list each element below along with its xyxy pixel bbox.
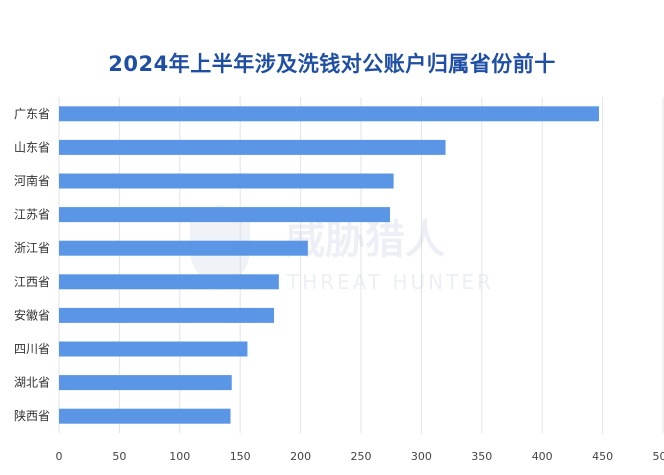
chart-title: 2024年上半年涉及洗钱对公账户归属省份前十 (108, 52, 556, 76)
category-label: 陕西省 (14, 408, 50, 423)
category-label: 广东省 (14, 107, 50, 121)
bar (59, 106, 599, 122)
category-label: 四川省 (14, 342, 50, 356)
bar (59, 408, 231, 424)
x-tick-label: 450 (592, 450, 613, 463)
bars (59, 106, 599, 424)
bar (59, 307, 275, 323)
category-label: 湖北省 (14, 375, 50, 390)
x-tick-label: 200 (290, 450, 311, 463)
bar (59, 375, 232, 391)
bar (59, 207, 390, 223)
category-label: 江西省 (14, 275, 50, 289)
bar (59, 240, 308, 256)
x-tick-label: 400 (532, 450, 553, 463)
bar (59, 139, 446, 155)
bar (59, 274, 279, 290)
x-tick-labels: 0 50 100 150 200 250 300 350 400 450 500 (56, 450, 664, 463)
x-tick-label: 500 (653, 450, 664, 463)
x-tick-label: 0 (56, 450, 63, 463)
category-label: 浙江省 (14, 241, 50, 255)
bar (59, 173, 394, 189)
watermark-main-text: 威胁猎人 (285, 217, 445, 263)
watermark-sub-text: THREAT HUNTER (286, 270, 494, 294)
category-label: 河南省 (14, 173, 50, 188)
bar (59, 341, 248, 357)
category-label: 安徽省 (14, 307, 50, 322)
x-tick-label: 50 (112, 450, 126, 463)
watermark-logo: 威胁猎人 THREAT HUNTER (190, 205, 494, 294)
x-tick-label: 300 (411, 450, 432, 463)
x-tick-label: 250 (351, 450, 372, 463)
category-label: 山东省 (14, 140, 50, 154)
category-label: 江苏省 (14, 208, 50, 222)
x-tick-label: 150 (230, 450, 251, 463)
x-tick-label: 350 (471, 450, 492, 463)
x-tick-label: 100 (169, 450, 190, 463)
